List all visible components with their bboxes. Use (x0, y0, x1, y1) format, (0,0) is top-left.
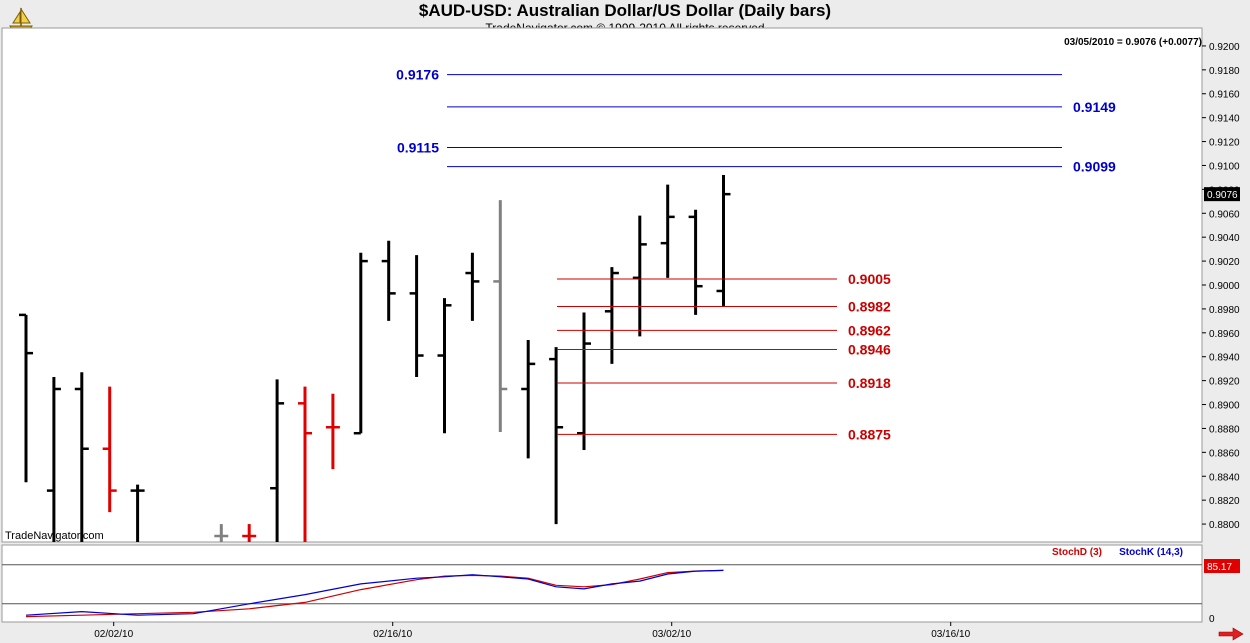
ohlc-bar (660, 184, 675, 278)
price-tick-label: 0.8980 (1209, 305, 1240, 316)
price-levels: 0.9176 0.9149 0.9115 0.9099 0.9005 0.8982 0.89… (396, 67, 1116, 443)
stoch-tick-label: 0 (1209, 614, 1215, 625)
ohlc-bar (242, 524, 257, 542)
price-tick-label: 0.9020 (1209, 257, 1240, 268)
ohlc-bar (102, 386, 117, 513)
ohlc-bar (74, 372, 89, 542)
ohlc-bar (409, 255, 424, 378)
ohlc-bar (325, 393, 340, 470)
ohlc-bar (716, 175, 731, 307)
resistance-label: 0.9176 (396, 67, 439, 83)
price-panel (1, 27, 1203, 543)
price-tick-label: 0.9120 (1209, 138, 1240, 149)
date-tick-label: 02/16/10 (373, 629, 412, 640)
ohlc-bar (46, 377, 61, 542)
price-tick-label: 0.9180 (1209, 66, 1240, 77)
price-axis: 0.8800 0.8820 0.8840 0.8860 0.8880 0.8900 0.89… (1202, 42, 1240, 531)
support-label: 0.8918 (848, 375, 891, 391)
price-tick-label: 0.9060 (1209, 209, 1240, 220)
ohlc-bar (353, 252, 368, 435)
support-label: 0.8875 (848, 426, 891, 442)
support-label: 0.8982 (848, 299, 891, 315)
ohlc-bars (19, 175, 731, 542)
ohlc-bar (437, 298, 452, 434)
price-tick-label: 0.9100 (1209, 161, 1240, 172)
support-label: 0.9005 (848, 271, 891, 287)
date-axis: 02/02/10 02/16/10 03/02/10 03/16/10 (94, 622, 971, 640)
resistance-label: 0.9099 (1073, 159, 1116, 175)
stochastic-panel (1, 544, 1203, 623)
support-label: 0.8946 (848, 342, 891, 358)
ohlc-bar (493, 200, 508, 433)
price-tick-label: 0.8880 (1209, 424, 1240, 435)
ohlc-bar (604, 267, 619, 364)
ohlc-bar (465, 252, 480, 321)
price-tick-label: 0.8800 (1209, 520, 1240, 531)
ohlc-bar (298, 386, 312, 542)
date-tick-label: 03/16/10 (931, 629, 970, 640)
ohlc-bar (214, 524, 229, 542)
price-tick-label: 0.8920 (1209, 377, 1240, 388)
stoch-legend: StochK (14,3) StochD (3) (1052, 547, 1183, 558)
chart-title: $AUD-USD: Australian Dollar/US Dollar (D… (418, 1, 832, 20)
stoch-last-value-marker (1204, 559, 1240, 573)
ohlc-bar (19, 313, 33, 483)
date-tick-label: 02/02/10 (94, 629, 133, 640)
price-tick-label: 0.8860 (1209, 448, 1240, 459)
ohlc-bar (270, 379, 285, 542)
stoch-last-value-label: 85.17 (1207, 562, 1232, 573)
ohlc-bar (130, 484, 145, 542)
ohlc-bar (521, 339, 536, 459)
price-tick-label: 0.9200 (1209, 42, 1240, 53)
stoch-series-line (25, 569, 724, 616)
price-tick-label: 0.8820 (1209, 496, 1240, 507)
price-tick-label: 0.8840 (1209, 472, 1240, 483)
ohlc-bar (577, 312, 591, 450)
price-tick-label: 0.9160 (1209, 90, 1240, 101)
ohlc-bar (688, 209, 703, 315)
last-quote-readout: 03/05/2010 = 0.9076 (+0.0077) (1064, 37, 1202, 48)
last-price-label: 0.9076 (1207, 190, 1238, 201)
stoch-series-line (25, 569, 724, 618)
support-label: 0.8962 (848, 322, 891, 338)
last-price-marker (1204, 187, 1240, 202)
legend-entry: StochD (3) (1052, 547, 1102, 558)
ohlc-bar (632, 215, 647, 337)
price-tick-label: 0.9040 (1209, 233, 1240, 244)
watermark: TradeNavigator.com (5, 530, 104, 542)
price-tick-label: 0.8940 (1209, 353, 1240, 364)
price-tick-label: 0.9000 (1209, 281, 1240, 292)
price-tick-label: 0.9140 (1209, 114, 1240, 125)
price-tick-label: 0.8900 (1209, 401, 1240, 412)
legend-entry: StochK (14,3) (1119, 547, 1183, 558)
date-tick-label: 03/02/10 (652, 629, 691, 640)
ohlc-bar (549, 347, 564, 525)
resistance-label: 0.9149 (1073, 99, 1116, 115)
right-arrow-icon[interactable] (1218, 627, 1244, 641)
ohlc-bar (381, 240, 396, 321)
price-tick-label: 0.8960 (1209, 329, 1240, 340)
resistance-label: 0.9115 (397, 140, 439, 156)
